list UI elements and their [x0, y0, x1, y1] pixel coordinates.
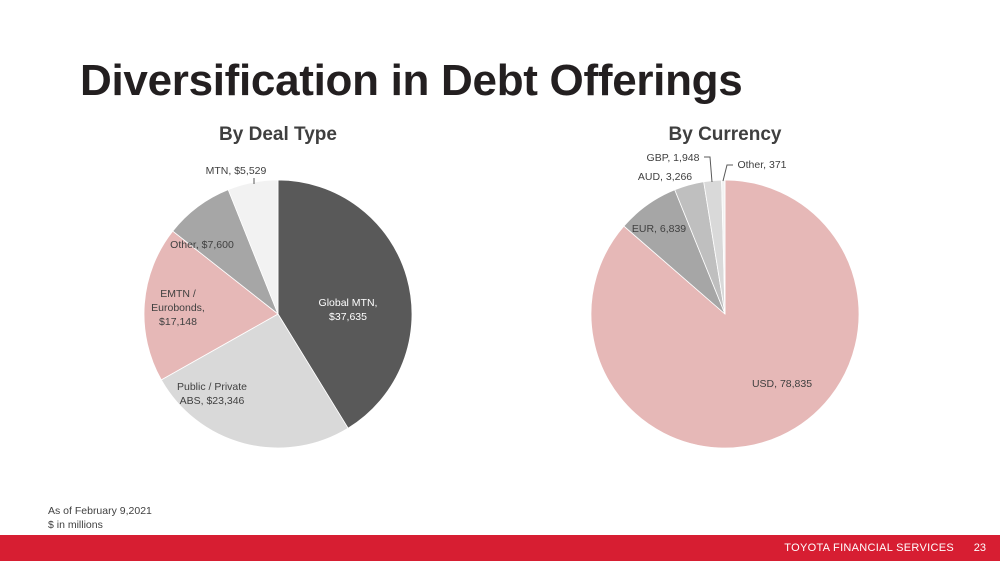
page-number: 23 — [973, 542, 986, 554]
pie-currency — [590, 179, 860, 449]
slice-label-aud: AUD, 3,266 — [638, 171, 692, 183]
slice-label-global-mtn: Global MTN, — [319, 297, 378, 309]
slice-value-global-mtn: $37,635 — [329, 311, 367, 323]
slice-label-eur: EUR, 6,839 — [632, 223, 686, 235]
footer-brand: TOYOTA FINANCIAL SERVICES — [784, 542, 954, 554]
deal-type-slice-2 — [143, 230, 279, 381]
deal-type-slice-0 — [277, 179, 413, 429]
slice-label-eurobonds: Eurobonds, — [151, 302, 205, 314]
footer-bar: TOYOTA FINANCIAL SERVICES 23 — [0, 535, 1000, 561]
footnote-units: $ in millions — [48, 519, 103, 531]
leader-line-other — [722, 164, 733, 182]
slice-label-mtn: MTN, $5,529 — [206, 165, 267, 177]
slice-label-other-currency: Other, 371 — [737, 159, 786, 171]
slice-label-other-deal: Other, $7,600 — [170, 239, 234, 251]
pie-deal-type — [143, 179, 413, 449]
deal-type-slice-4 — [227, 179, 279, 315]
slice-label-public-private: Public / Private — [177, 381, 247, 393]
slice-value-emtn: $17,148 — [159, 316, 197, 328]
footnote-date: As of February 9,2021 — [48, 505, 152, 517]
slice-label-emtn: EMTN / — [160, 288, 196, 300]
deal-type-slice-1 — [160, 313, 349, 449]
slide-title: Diversification in Debt Offerings — [80, 56, 743, 105]
leader-line-gbp — [704, 156, 713, 183]
chart-title-deal-type: By Deal Type — [219, 124, 337, 145]
chart-title-currency: By Currency — [668, 124, 782, 145]
slice-label-usd: USD, 78,835 — [752, 378, 812, 390]
slice-value-public-private: ABS, $23,346 — [180, 395, 245, 407]
slice-label-gbp: GBP, 1,948 — [647, 152, 700, 164]
